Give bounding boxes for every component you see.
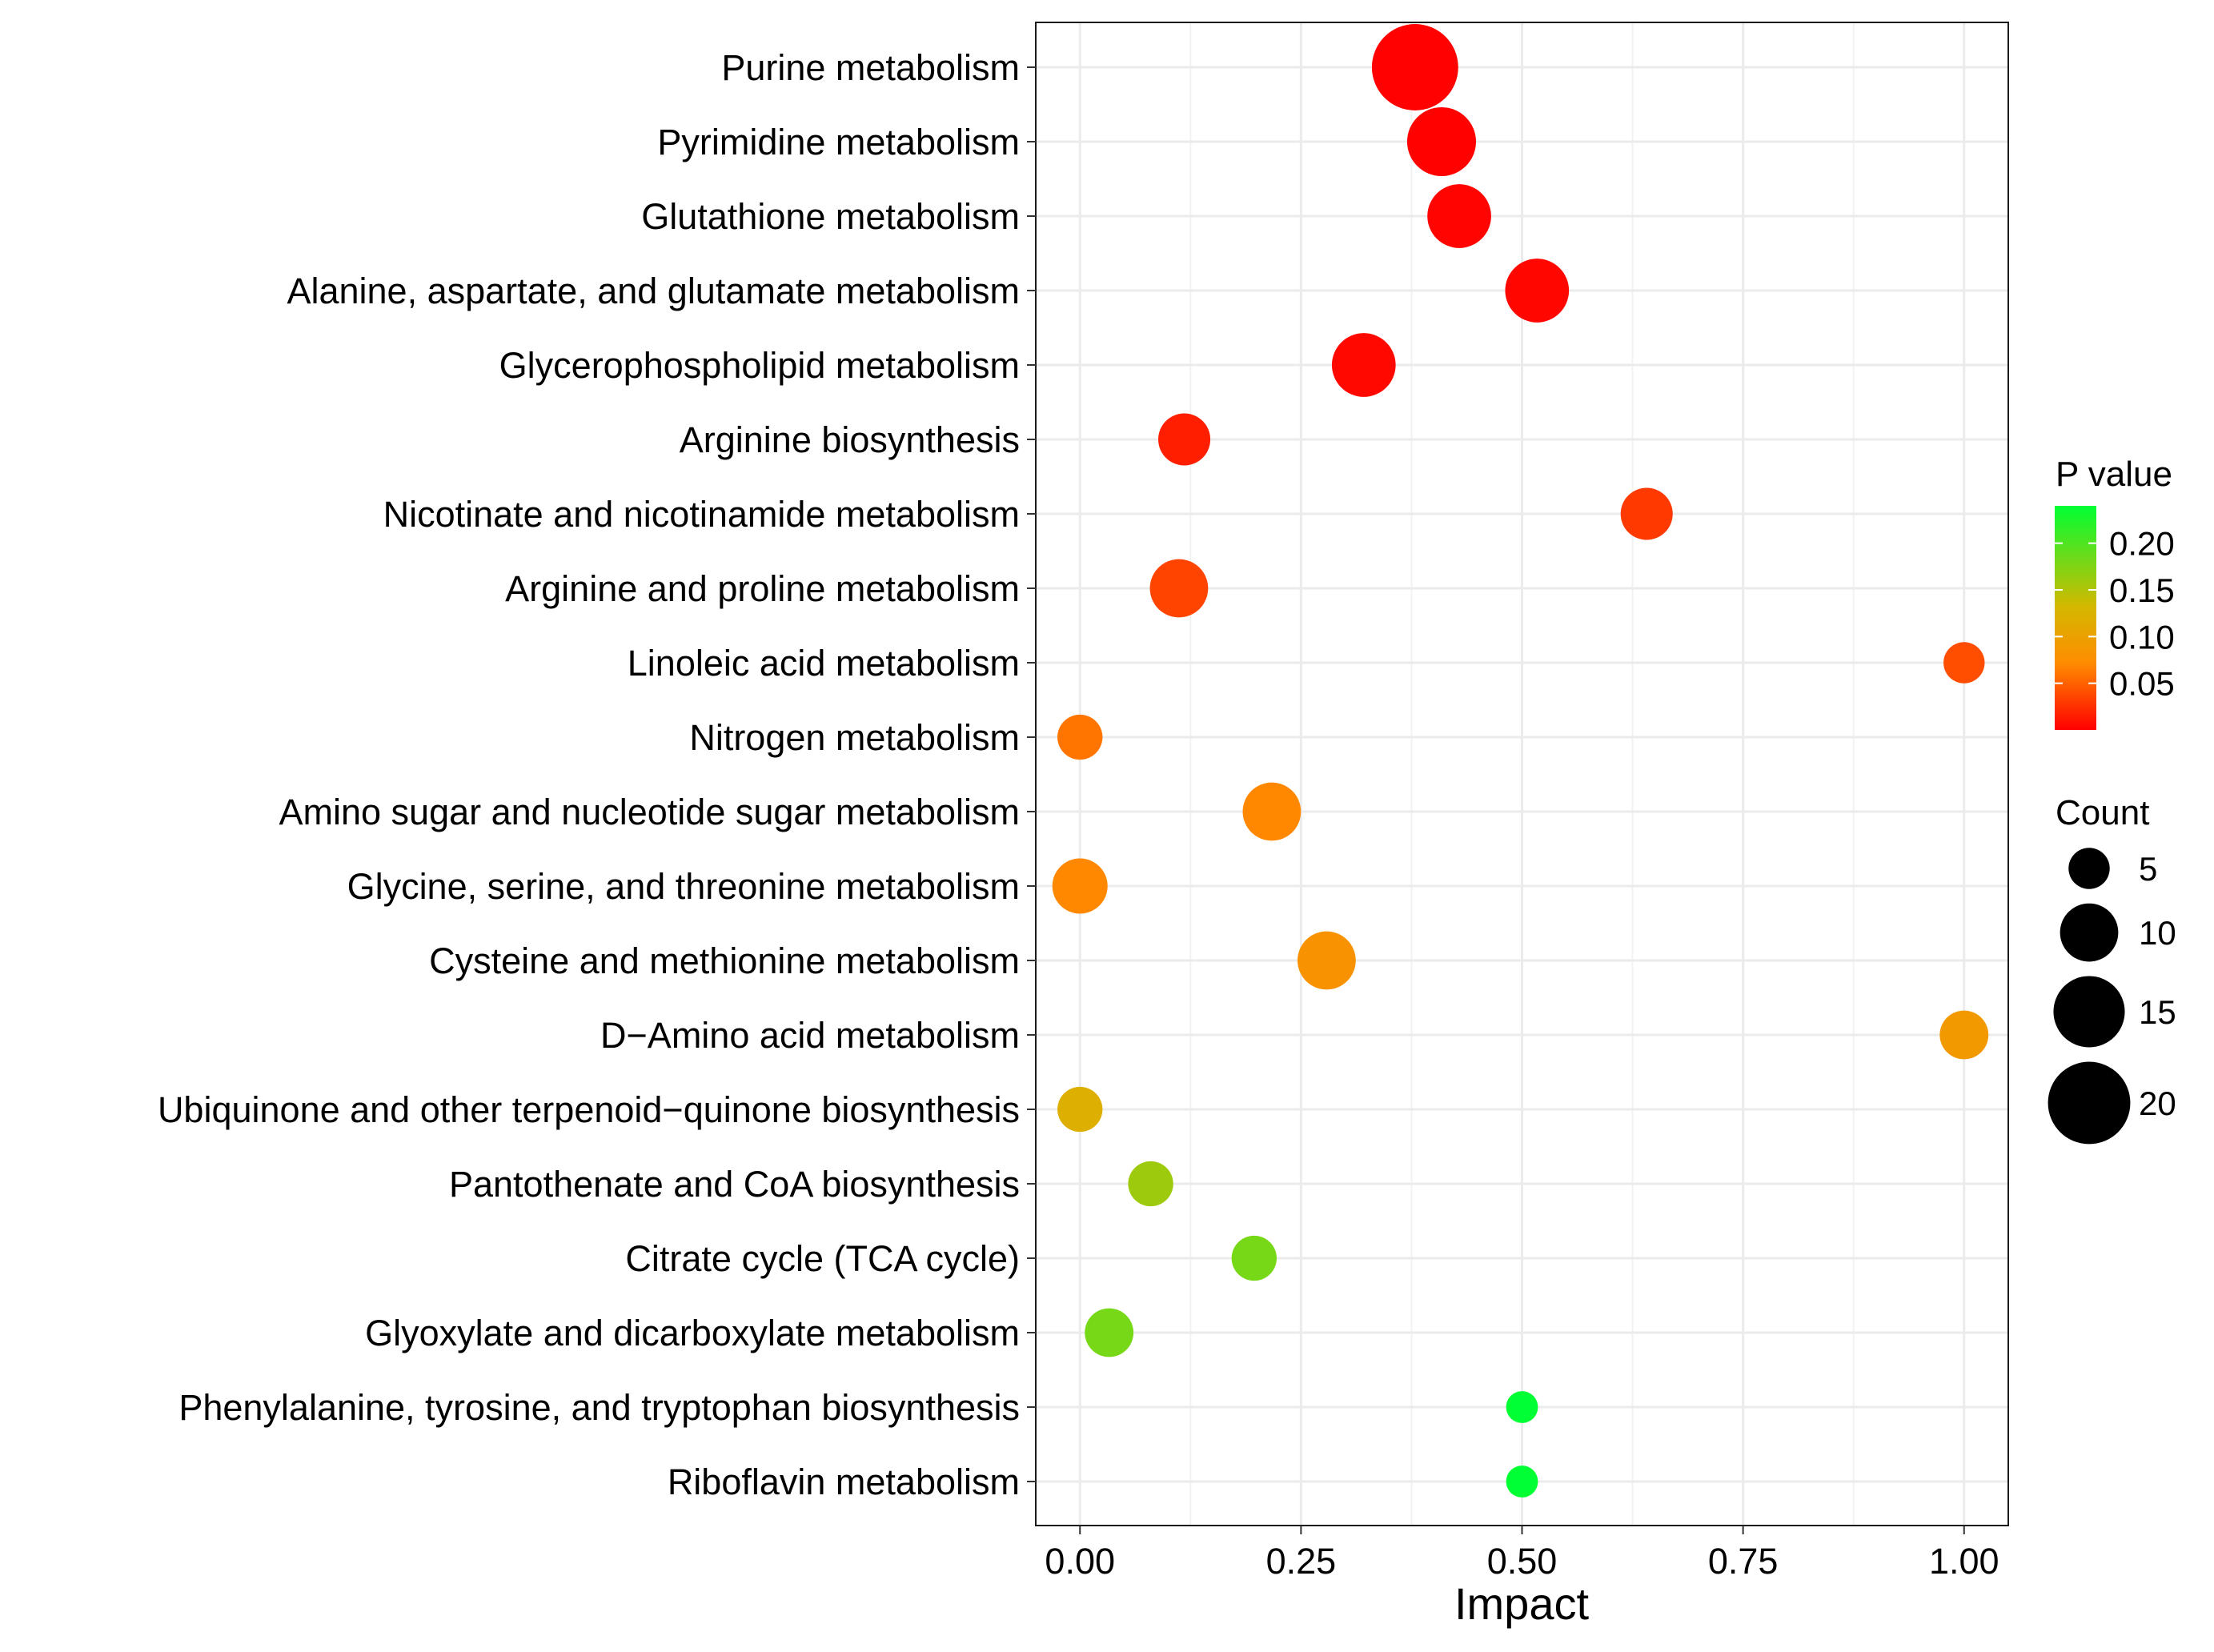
y-tick-label: Pantothenate and CoA biosynthesis: [449, 1164, 1020, 1205]
y-tick-label: Ubiquinone and other terpenoid−quinone b…: [158, 1089, 1020, 1130]
y-tick-label: Riboflavin metabolism: [668, 1462, 1020, 1502]
color-ticks: 0.05 0.10 0.15 0.20: [2055, 525, 2175, 703]
data-point: [1943, 642, 1985, 684]
x-tick-label: 0.50: [1487, 1541, 1558, 1582]
y-tick-label: Linoleic acid metabolism: [628, 643, 1020, 684]
y-tick-label: Nicotinate and nicotinamide metabolism: [383, 494, 1020, 535]
y-tick-label: Citrate cycle (TCA cycle): [625, 1238, 1020, 1279]
data-point: [1505, 259, 1570, 323]
y-tick-label: Alanine, aspartate, and glutamate metabo…: [287, 271, 1020, 311]
x-axis: 0.00 0.25 0.50 0.75 1.00: [1045, 1526, 1999, 1582]
color-tick-label: 0.20: [2109, 525, 2175, 563]
data-point: [1406, 106, 1477, 177]
size-legend-circle: [2048, 1061, 2131, 1145]
data-point: [1057, 1086, 1103, 1133]
y-tick-label: Purine metabolism: [721, 47, 1020, 88]
x-tick-label: 0.25: [1266, 1541, 1337, 1582]
color-bar: [2055, 506, 2096, 730]
x-tick-label: 1.00: [1929, 1541, 1999, 1582]
size-legend-circle: [2068, 848, 2110, 889]
y-tick-label: Arginine biosynthesis: [680, 419, 1020, 460]
color-tick-label: 0.10: [2109, 618, 2175, 656]
data-point: [1052, 858, 1108, 914]
size-legend: Count 5 10 15 20: [2048, 793, 2176, 1145]
data-point: [1427, 184, 1491, 248]
data-point: [1371, 24, 1458, 110]
color-tick-label: 0.15: [2109, 571, 2175, 609]
color-legend: P value 0.05 0.10 0.15 0.20: [2055, 455, 2175, 730]
y-axis: Purine metabolism Pyrimidine metabolism Gl…: [158, 47, 1036, 1502]
data-point: [1128, 1161, 1173, 1207]
data-point: [1242, 782, 1302, 841]
x-tick-label: 0.75: [1708, 1541, 1779, 1582]
size-legend-label: 20: [2139, 1085, 2176, 1122]
y-tick-label: Glutathione metabolism: [641, 196, 1020, 237]
size-legend-label: 15: [2139, 993, 2176, 1031]
color-tick-label: 0.05: [2109, 665, 2175, 703]
data-point: [1057, 714, 1103, 760]
size-legend-title: Count: [2056, 793, 2149, 832]
size-legend-circle: [2053, 976, 2125, 1048]
data-point: [1149, 559, 1209, 618]
color-legend-title: P value: [2056, 455, 2172, 494]
y-tick-label: Glyoxylate and dicarboxylate metabolism: [365, 1313, 1020, 1353]
y-tick-label: Glycine, serine, and threonine metabolis…: [347, 866, 1020, 907]
data-point: [1506, 1391, 1538, 1423]
size-legend-label: 5: [2139, 850, 2157, 888]
grid-layer: [1036, 22, 2008, 1526]
size-items: 5 10 15 20: [2048, 848, 2176, 1145]
size-legend-circle: [2060, 903, 2119, 962]
data-point: [1158, 413, 1211, 466]
y-tick-label: Arginine and proline metabolism: [505, 568, 1020, 609]
y-tick-label: Nitrogen metabolism: [689, 717, 1020, 758]
point-layer: [1052, 24, 1989, 1498]
data-point: [1620, 487, 1673, 540]
data-point: [1298, 931, 1356, 990]
data-point: [1939, 1010, 1989, 1060]
data-point: [1231, 1235, 1277, 1281]
y-tick-label: Cysteine and methionine metabolism: [429, 940, 1020, 981]
data-point: [1331, 333, 1396, 397]
y-tick-label: Pyrimidine metabolism: [657, 122, 1020, 162]
data-point: [1085, 1308, 1134, 1357]
size-legend-label: 10: [2139, 914, 2176, 952]
x-axis-title: Impact: [1454, 1578, 1589, 1629]
y-tick-label: Phenylalanine, tyrosine, and tryptophan …: [178, 1387, 1020, 1428]
y-tick-label: D−Amino acid metabolism: [600, 1015, 1020, 1056]
x-tick-label: 0.00: [1045, 1541, 1115, 1582]
data-point: [1506, 1466, 1538, 1498]
y-tick-label: Glycerophospholipid metabolism: [499, 345, 1020, 386]
y-tick-label: Amino sugar and nucleotide sugar metabol…: [279, 792, 1020, 832]
